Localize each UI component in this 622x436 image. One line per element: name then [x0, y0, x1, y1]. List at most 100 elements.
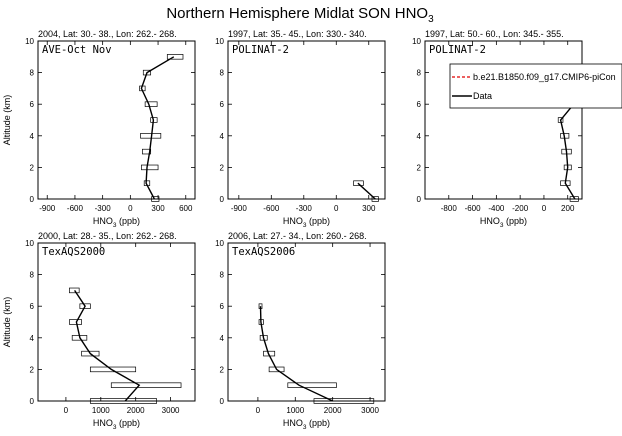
data-series-line — [74, 290, 141, 402]
data-series-line — [357, 182, 376, 200]
x-tick-label: 300 — [362, 204, 376, 213]
error-box — [144, 101, 158, 107]
legend-frame — [449, 63, 622, 109]
error-box — [89, 366, 137, 373]
error-box — [142, 148, 152, 155]
legend: b.e21.B1850.f09_g17.CMIP6-piCon Data — [449, 63, 622, 109]
panel-2: 1997, Lat: 35.- 45., Lon: 330.- 340. POLI… — [215, 29, 386, 229]
error-box — [140, 133, 162, 139]
error-box — [142, 69, 152, 76]
y-tick-label: 4 — [30, 334, 35, 343]
x-tick-label: -300 — [296, 204, 313, 213]
x-axis-label-main: HNO — [283, 418, 303, 428]
y-axis-label: Altitude (km) — [2, 297, 12, 348]
y-tick-label: 2 — [220, 163, 225, 172]
panel-1: 2004, Lat: 30.- 38., Lon: 262.- 268. AVE-… — [2, 29, 196, 229]
campaign-label: TexAQS2006 — [232, 246, 295, 258]
x-tick-label: -900 — [39, 204, 56, 213]
x-axis-label-sub: 3 — [303, 424, 307, 431]
error-box — [166, 54, 184, 60]
x-axis-label-unit: (ppb) — [504, 216, 528, 226]
y-tick-label: 2 — [220, 365, 225, 374]
plot-frame — [424, 40, 583, 200]
y-tick-label: 6 — [30, 100, 35, 109]
y-tick-label: 2 — [30, 163, 35, 172]
legend-label-data: Data — [473, 91, 492, 101]
y-tick-label: 0 — [30, 397, 35, 406]
y-tick-label: 8 — [220, 69, 225, 78]
x-tick-label: -600 — [263, 204, 280, 213]
x-axis-label-unit: (ppb) — [117, 216, 141, 226]
y-tick-label: 10 — [215, 239, 224, 248]
error-box — [268, 366, 285, 373]
x-tick-label: -600 — [465, 204, 482, 213]
campaign-label: POLINAT-2 — [429, 44, 486, 56]
x-axis-label-main: HNO — [480, 216, 500, 226]
x-tick-label: 0 — [64, 406, 69, 415]
x-tick-label: 300 — [151, 204, 165, 213]
plot-frame — [37, 40, 196, 200]
x-tick-label: 1000 — [286, 406, 304, 415]
panel-4: 2000, Lat: 28.- 35., Lon: 262.- 268. TexA… — [2, 231, 196, 431]
x-tick-label: -900 — [231, 204, 248, 213]
x-axis-label: HNO3 (ppb) — [283, 216, 330, 229]
error-box — [141, 164, 159, 171]
x-tick-label: 2000 — [324, 406, 342, 415]
y-tick-label: 6 — [30, 302, 35, 311]
panel-header: 1997, Lat: 35.- 45., Lon: 330.- 340. — [228, 29, 367, 39]
error-box — [79, 303, 91, 309]
panel-header: 2000, Lat: 28.- 35., Lon: 262.- 268. — [38, 231, 177, 241]
x-tick-label: -200 — [512, 204, 529, 213]
panels: 2004, Lat: 30.- 38., Lon: 262.- 268. AVE-… — [2, 29, 583, 431]
y-tick-label: 4 — [220, 132, 225, 141]
x-axis-label-main: HNO — [283, 216, 303, 226]
x-tick-label: -800 — [441, 204, 458, 213]
error-box — [150, 117, 158, 123]
x-axis-label: HNO3 (ppb) — [93, 216, 140, 229]
error-box — [69, 319, 82, 325]
x-tick-label: 0 — [256, 406, 261, 415]
error-box — [287, 382, 337, 388]
y-axis-label: Altitude (km) — [2, 95, 12, 146]
y-tick-label: 6 — [220, 100, 225, 109]
y-tick-label: 0 — [30, 195, 35, 204]
y-tick-label: 0 — [417, 195, 422, 204]
y-tick-label: 4 — [417, 132, 422, 141]
x-tick-label: 0 — [128, 204, 133, 213]
x-tick-label: 600 — [179, 204, 193, 213]
panel-header: 2004, Lat: 30.- 38., Lon: 262.- 268. — [38, 29, 177, 39]
x-axis-label-unit: (ppb) — [117, 418, 141, 428]
data-series-line — [140, 56, 175, 200]
error-box — [69, 287, 80, 294]
x-axis-label: HNO3 (ppb) — [480, 216, 527, 229]
panel-3: 1997, Lat: 50.- 60., Lon: 345.- 355. POLI… — [412, 29, 583, 229]
y-tick-label: 2 — [30, 365, 35, 374]
y-tick-label: 4 — [220, 334, 225, 343]
x-axis-label-sub: 3 — [500, 222, 504, 229]
x-tick-label: 1000 — [92, 406, 110, 415]
data-series-line — [259, 306, 333, 402]
x-tick-label: 2000 — [127, 406, 145, 415]
x-tick-label: 200 — [561, 204, 575, 213]
x-axis-label-main: HNO — [93, 418, 113, 428]
panel-header: 2006, Lat: 27.- 34., Lon: 260.- 268. — [228, 231, 367, 241]
x-axis-label-sub: 3 — [113, 222, 117, 229]
x-axis-label-sub: 3 — [303, 222, 307, 229]
x-tick-label: 3000 — [361, 406, 379, 415]
x-tick-label: 0 — [334, 204, 339, 213]
y-tick-label: 8 — [220, 271, 225, 280]
legend-label-model: b.e21.B1850.f09_g17.CMIP6-piCon — [473, 72, 616, 82]
y-tick-label: 10 — [25, 37, 34, 46]
x-axis-label-unit: (ppb) — [307, 216, 331, 226]
y-tick-label: 10 — [215, 37, 224, 46]
y-tick-label: 8 — [30, 69, 35, 78]
y-tick-label: 4 — [30, 132, 35, 141]
panel-5: 2006, Lat: 27.- 34., Lon: 260.- 268. TexA… — [215, 231, 386, 431]
plot-frame — [227, 242, 386, 402]
error-box — [81, 350, 100, 357]
y-tick-label: 6 — [220, 302, 225, 311]
x-axis-label: HNO3 (ppb) — [93, 418, 140, 431]
x-tick-label: -600 — [67, 204, 84, 213]
x-tick-label: 0 — [542, 204, 547, 213]
